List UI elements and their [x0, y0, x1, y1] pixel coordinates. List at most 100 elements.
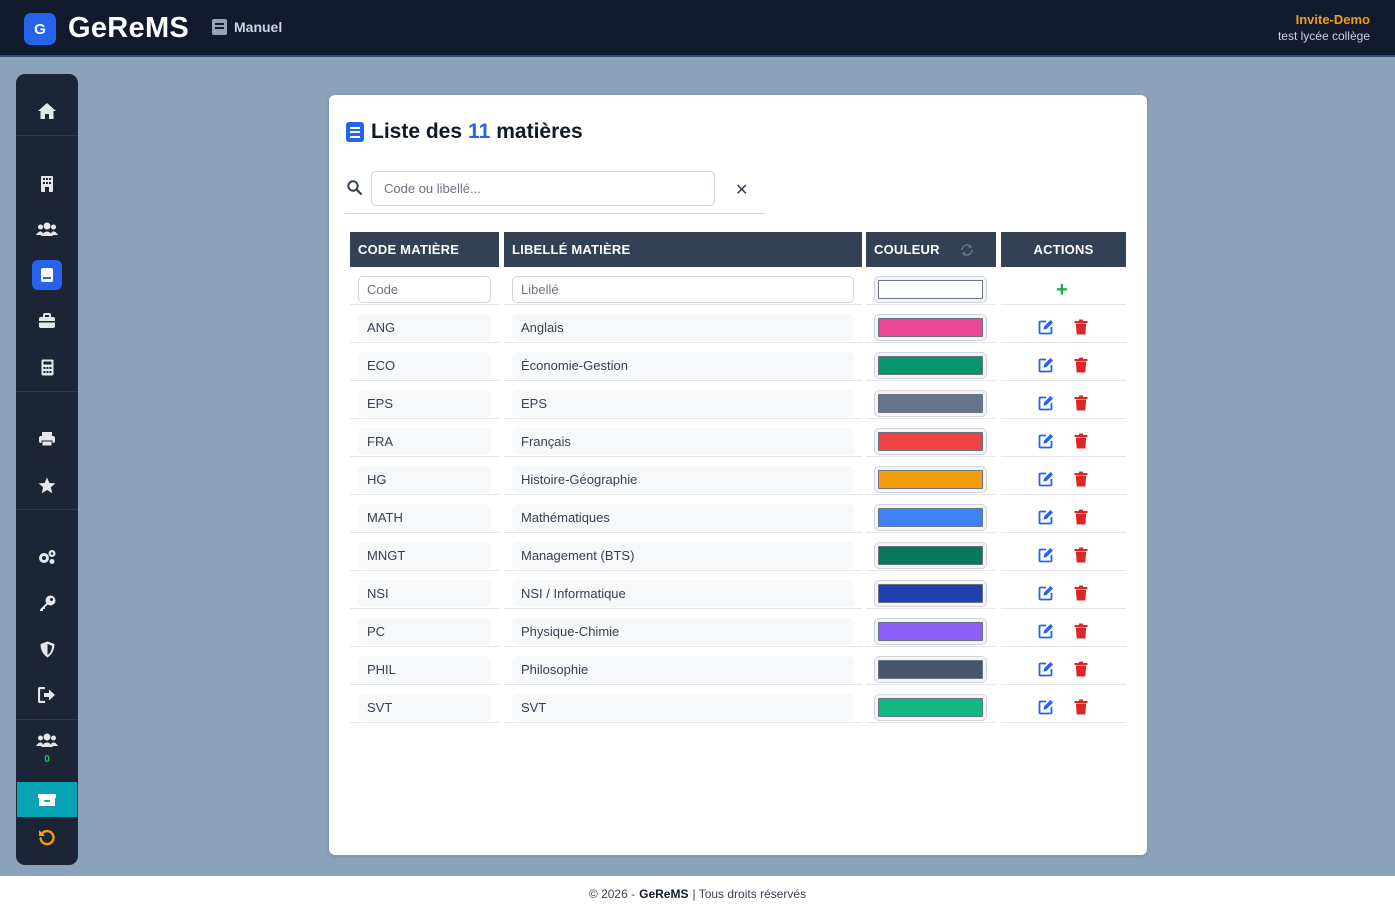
subject-code: SVT: [358, 694, 491, 721]
edit-button[interactable]: [1037, 546, 1055, 564]
subject-color-picker[interactable]: [874, 542, 987, 569]
brand-name[interactable]: GeReMS: [68, 12, 190, 44]
row-divider: [866, 304, 996, 305]
subject-libelle: NSI / Informatique: [512, 580, 854, 607]
subject-libelle: Économie-Gestion: [512, 352, 854, 379]
subject-color-picker[interactable]: [874, 314, 987, 341]
row-divider: [350, 608, 499, 609]
top-navbar: G GeReMS Manuel Invite-Demo test lycée c…: [0, 0, 1395, 57]
delete-button[interactable]: [1072, 394, 1090, 412]
delete-button[interactable]: [1072, 470, 1090, 488]
users-online-icon: [36, 733, 58, 747]
sidebar-item-subjects[interactable]: [16, 255, 78, 295]
edit-button[interactable]: [1037, 356, 1055, 374]
row-divider: [504, 418, 862, 419]
user-info[interactable]: Invite-Demo test lycée collège: [1278, 12, 1370, 43]
delete-button[interactable]: [1072, 622, 1090, 640]
logo-badge[interactable]: G: [24, 13, 56, 45]
edit-button[interactable]: [1037, 470, 1055, 488]
subject-code: EPS: [358, 390, 491, 417]
subject-color-picker[interactable]: [874, 352, 987, 379]
row-divider: [350, 418, 499, 419]
delete-button[interactable]: [1072, 432, 1090, 450]
search-divider: [345, 213, 765, 214]
subject-color-swatch: [878, 698, 983, 717]
clear-search-button[interactable]: ✕: [735, 182, 749, 199]
sidebar-item-print[interactable]: [16, 419, 78, 459]
sidebar-item-undo[interactable]: [16, 817, 78, 857]
sidebar-item-settings[interactable]: [16, 537, 78, 577]
delete-button[interactable]: [1072, 356, 1090, 374]
subject-color-picker[interactable]: [874, 580, 987, 607]
edit-button[interactable]: [1037, 698, 1055, 716]
delete-button[interactable]: [1072, 318, 1090, 336]
sidebar-item-keys[interactable]: [16, 583, 78, 623]
trash-icon: [1074, 395, 1088, 411]
subject-color-picker[interactable]: [874, 656, 987, 683]
row-divider: [504, 380, 862, 381]
subject-color-swatch: [878, 470, 983, 489]
book-icon: [212, 19, 227, 35]
subject-color-swatch: [878, 432, 983, 451]
new-color-picker[interactable]: [874, 276, 987, 303]
new-libelle-input[interactable]: [512, 276, 854, 303]
edit-button[interactable]: [1037, 394, 1055, 412]
sidebar-divider: [16, 135, 78, 136]
delete-button[interactable]: [1072, 584, 1090, 602]
delete-button[interactable]: [1072, 508, 1090, 526]
sidebar-item-online-users[interactable]: [16, 720, 78, 760]
shield-icon: [40, 641, 54, 657]
add-subject-button[interactable]: +: [1056, 279, 1068, 301]
delete-button[interactable]: [1072, 698, 1090, 716]
search-icon: [347, 180, 362, 195]
sidebar-item-archive[interactable]: [17, 782, 77, 817]
edit-icon: [1038, 434, 1053, 449]
edit-button[interactable]: [1037, 584, 1055, 602]
trash-icon: [1074, 585, 1088, 601]
book-icon: [41, 268, 53, 282]
subject-color-swatch: [878, 508, 983, 527]
subject-color-swatch: [878, 584, 983, 603]
search-input[interactable]: [371, 171, 715, 206]
logout-icon: [38, 687, 55, 703]
edit-button[interactable]: [1037, 508, 1055, 526]
trash-icon: [1074, 433, 1088, 449]
edit-button[interactable]: [1037, 660, 1055, 678]
subject-color-picker[interactable]: [874, 504, 987, 531]
sidebar-item-security[interactable]: [16, 629, 78, 669]
delete-button[interactable]: [1072, 660, 1090, 678]
sidebar: 0: [16, 74, 78, 865]
subject-color-picker[interactable]: [874, 466, 987, 493]
sidebar-item-jobs[interactable]: [16, 301, 78, 341]
subject-color-picker[interactable]: [874, 428, 987, 455]
footer-brand: GeReMS: [639, 887, 689, 901]
sidebar-item-favorites[interactable]: [16, 465, 78, 505]
subject-color-swatch: [878, 356, 983, 375]
edit-button[interactable]: [1037, 318, 1055, 336]
new-code-input[interactable]: [358, 276, 491, 303]
sidebar-item-calculator[interactable]: [16, 347, 78, 387]
row-divider: [1001, 456, 1126, 457]
sidebar-item-home[interactable]: [16, 91, 78, 131]
subject-color-swatch: [878, 546, 983, 565]
delete-button[interactable]: [1072, 546, 1090, 564]
title-prefix: Liste des: [371, 120, 463, 143]
undo-icon: [39, 829, 55, 846]
row-divider: [504, 494, 862, 495]
subject-code: ECO: [358, 352, 491, 379]
sidebar-item-logout[interactable]: [16, 675, 78, 715]
subject-color-picker[interactable]: [874, 618, 987, 645]
edit-button[interactable]: [1037, 432, 1055, 450]
manual-link[interactable]: Manuel: [211, 18, 282, 36]
sidebar-item-users[interactable]: [16, 209, 78, 249]
key-icon: [39, 595, 55, 611]
subject-color-picker[interactable]: [874, 390, 987, 417]
refresh-icon[interactable]: [960, 243, 974, 257]
edit-button[interactable]: [1037, 622, 1055, 640]
subject-color-picker[interactable]: [874, 694, 987, 721]
sidebar-item-establishment[interactable]: [16, 163, 78, 203]
building-icon: [41, 175, 53, 192]
footer-rights: | Tous droits réservés: [692, 887, 807, 901]
edit-icon: [1038, 396, 1053, 411]
star-icon: [38, 477, 56, 493]
